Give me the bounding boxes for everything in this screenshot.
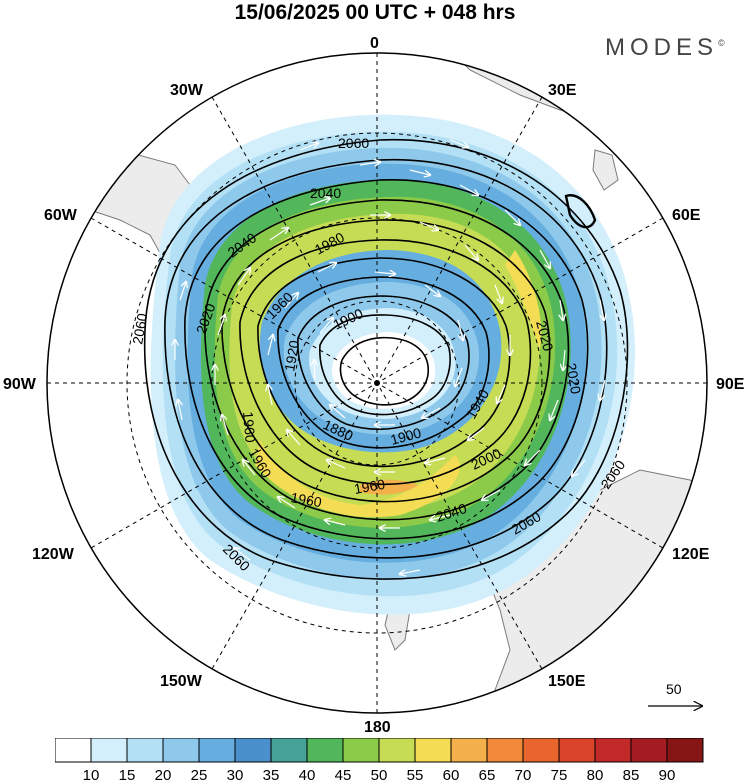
wind-vectors xyxy=(175,139,605,574)
colorbar-box xyxy=(198,738,236,763)
height-contours xyxy=(143,138,629,580)
lon-label-120e: 120E xyxy=(672,546,710,563)
contour-label: 2020 xyxy=(563,362,584,396)
colorbar-box xyxy=(414,738,452,763)
longitude-labels: 0 30E 60E 90E 120E 150E 180 150W 120W 90… xyxy=(3,35,745,736)
colorbar-tick-labels: 10 15 20 25 30 35 40 45 50 55 60 65 70 75 80 85 90 xyxy=(83,767,676,782)
colorbar-box xyxy=(450,738,488,763)
lon-label-180: 180 xyxy=(364,719,391,736)
lon-label-90w: 90W xyxy=(3,376,37,393)
colorbar-tick-label: 20 xyxy=(155,767,172,782)
colorbar-tick-label: 85 xyxy=(623,767,640,782)
colorbar-box xyxy=(55,738,92,763)
lon-label-60w: 60W xyxy=(44,207,78,224)
reference-vector: 50 xyxy=(648,681,702,706)
lon-label-120w: 120W xyxy=(32,546,75,563)
polar-map: 2060 2040 2040 1980 2020 1960 1900 2060 … xyxy=(3,35,745,736)
landmass-madagascar xyxy=(592,149,619,191)
colorbar-box xyxy=(630,738,668,763)
colorbar-box xyxy=(90,738,128,763)
colorbar-tick-label: 15 xyxy=(119,767,136,782)
contour-label: 1960 xyxy=(353,476,387,497)
colorbar-box xyxy=(162,738,200,763)
colorbar-box xyxy=(594,738,632,763)
lon-label-90e: 90E xyxy=(716,376,745,393)
contour-label: 2020 xyxy=(533,319,557,353)
colorbar-boxes xyxy=(55,738,704,763)
colorbar-box xyxy=(558,738,596,763)
lon-label-30w: 30W xyxy=(170,82,204,99)
colorbar-box xyxy=(486,738,524,763)
map-boundary xyxy=(46,52,708,714)
contour-label: 1900 xyxy=(389,424,423,448)
colorbar-tick-label: 80 xyxy=(587,767,604,782)
colorbar-tick-label: 35 xyxy=(263,767,280,782)
wind-speed-shading xyxy=(150,114,636,615)
colorbar-box xyxy=(666,738,704,763)
colorbar: 10 15 20 25 30 35 40 45 50 55 60 65 70 75 80 85 90 xyxy=(55,738,704,782)
contour-label: 1920 xyxy=(281,339,302,373)
colorbar-tick-label: 25 xyxy=(191,767,208,782)
colorbar-tick-label: 55 xyxy=(407,767,424,782)
reference-vector-label: 50 xyxy=(666,681,682,697)
contour-label: 2060 xyxy=(129,312,150,346)
colorbar-tick-label: 75 xyxy=(551,767,568,782)
colorbar-tick-label: 40 xyxy=(299,767,316,782)
colorbar-box xyxy=(270,738,308,763)
lon-label-150w: 150W xyxy=(160,673,203,690)
colorbar-tick-label: 30 xyxy=(227,767,244,782)
colorbar-tick-label: 90 xyxy=(659,767,676,782)
brand-name: MODES xyxy=(605,34,719,61)
contour-label: 2060 xyxy=(338,135,369,151)
colorbar-tick-label: 65 xyxy=(479,767,496,782)
colorbar-box xyxy=(378,738,416,763)
copyright-mark: © xyxy=(718,38,725,48)
colorbar-box xyxy=(234,738,272,763)
brand-logo: MODES© xyxy=(605,34,725,62)
colorbar-tick-label: 60 xyxy=(443,767,460,782)
lon-label-60e: 60E xyxy=(672,207,701,224)
colorbar-tick-label: 50 xyxy=(371,767,388,782)
contour-label: 1960 xyxy=(289,489,323,510)
colorbar-box xyxy=(522,738,560,763)
colorbar-tick-label: 70 xyxy=(515,767,532,782)
south-pole-marker xyxy=(374,380,380,386)
lon-label-30e: 30E xyxy=(548,82,577,99)
contour-label: 1960 xyxy=(240,411,259,444)
colorbar-tick-label: 10 xyxy=(83,767,100,782)
colorbar-box xyxy=(306,738,344,763)
colorbar-box xyxy=(126,738,164,763)
map-title: 15/06/2025 00 UTC + 048 hrs xyxy=(234,1,516,24)
colorbar-tick-label: 45 xyxy=(335,767,352,782)
lon-label-0: 0 xyxy=(370,35,379,52)
contour-label: 2040 xyxy=(310,185,341,201)
lon-label-150e: 150E xyxy=(548,673,586,690)
colorbar-box xyxy=(342,738,380,763)
